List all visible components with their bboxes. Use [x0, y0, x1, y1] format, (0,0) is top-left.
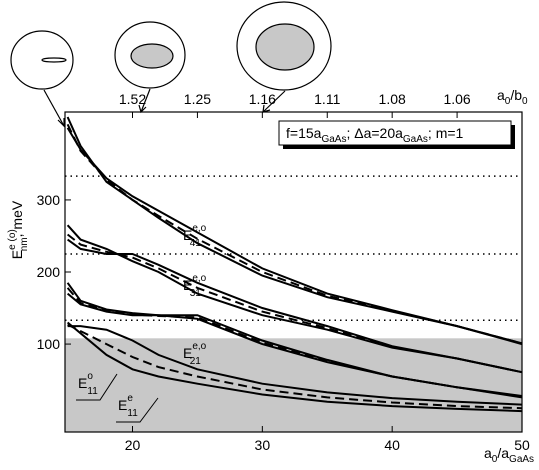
arrow [140, 88, 151, 113]
y-axis-label-text: Ee (o)nm, meV [7, 200, 30, 259]
label-part: 11 [87, 386, 98, 397]
curve-label: Eo 11 [78, 371, 98, 397]
data-line [67, 323, 523, 410]
icon-inner [41, 57, 67, 63]
label-part: f=15a [286, 125, 322, 141]
label-part: E [9, 250, 25, 259]
data-line [66, 123, 523, 345]
label-part: e (o) [7, 229, 18, 250]
label-part: a [497, 87, 505, 103]
x-axis-label: a0/aGaAs [484, 445, 534, 465]
icon-outer [10, 30, 74, 90]
label-part: 21 [190, 356, 202, 367]
x-tick-label: 50 [514, 437, 530, 453]
curve-label: Ee,o 41 [183, 223, 207, 249]
info-box [278, 120, 512, 146]
arrow [262, 90, 286, 113]
top-tick-label: 1.06 [443, 91, 470, 107]
top-tick-label: 1.52 [119, 91, 146, 107]
label-part: a [484, 445, 492, 461]
label-part: 0 [522, 96, 528, 107]
label-part: e,o [192, 223, 206, 234]
data-line [66, 287, 523, 398]
info-box-text: f=15aGaAs; Δa=20aGaAs; m=1 [286, 125, 464, 145]
top-tick-label: 1.16 [249, 91, 276, 107]
curve-label: Ee,o 21 [183, 341, 207, 367]
icon-outer [114, 21, 186, 89]
label-part: GaAs [321, 134, 346, 145]
label-part: e,o [192, 273, 206, 284]
leader-line [116, 397, 159, 423]
icon-inner [255, 23, 315, 71]
top-axis-label: a0/b0 [497, 87, 528, 107]
label-part: ; m=1 [428, 125, 464, 141]
label-part: GaAs [509, 454, 534, 465]
y-tick-label: 300 [37, 192, 61, 208]
top-tick-label: 1.08 [379, 91, 406, 107]
x-tick-label: 30 [255, 437, 271, 453]
curve-label: Ee,o 31 [183, 273, 207, 299]
label-part: e [127, 393, 133, 404]
data-line [66, 127, 523, 346]
label-part: E [183, 345, 192, 361]
label-part: E [78, 375, 87, 391]
data-line [66, 321, 523, 413]
top-tick-label: 1.11 [314, 91, 340, 107]
curve-label: Ee 11 [118, 393, 138, 419]
y-axis-label: Ee (o)nm, meV [7, 200, 30, 259]
label-part: 0 [492, 454, 498, 465]
label-part: o [87, 371, 93, 382]
label-part: /a [497, 445, 509, 461]
arrow-head [57, 118, 65, 128]
leader-line [76, 373, 118, 401]
label-part: GaAs [403, 134, 428, 145]
label-part: E [183, 277, 192, 293]
label-part: E [118, 397, 127, 413]
data-line [66, 116, 523, 345]
x-tick-label: 40 [384, 437, 400, 453]
label-part: /b [510, 87, 522, 103]
data-line [67, 325, 523, 406]
label-part: e,o [192, 341, 206, 352]
label-part: nm [19, 237, 30, 251]
label-part: E [183, 227, 192, 243]
label-part: 41 [190, 238, 202, 249]
x-tick-label: 20 [125, 437, 141, 453]
y-tick-label: 200 [37, 264, 61, 280]
label-part: , meV [9, 200, 25, 237]
icon-outer [236, 1, 332, 91]
label-part: ; Δa=20a [346, 125, 403, 141]
shape-icons [10, 1, 332, 128]
data-line [66, 233, 523, 374]
y-tick-label: 100 [37, 336, 61, 352]
label-part: 0 [505, 96, 511, 107]
arrow [43, 89, 65, 127]
top-tick-label: 1.25 [184, 91, 211, 107]
label-part: 11 [127, 408, 138, 419]
label-part: 31 [190, 288, 202, 299]
icon-inner [130, 43, 174, 69]
